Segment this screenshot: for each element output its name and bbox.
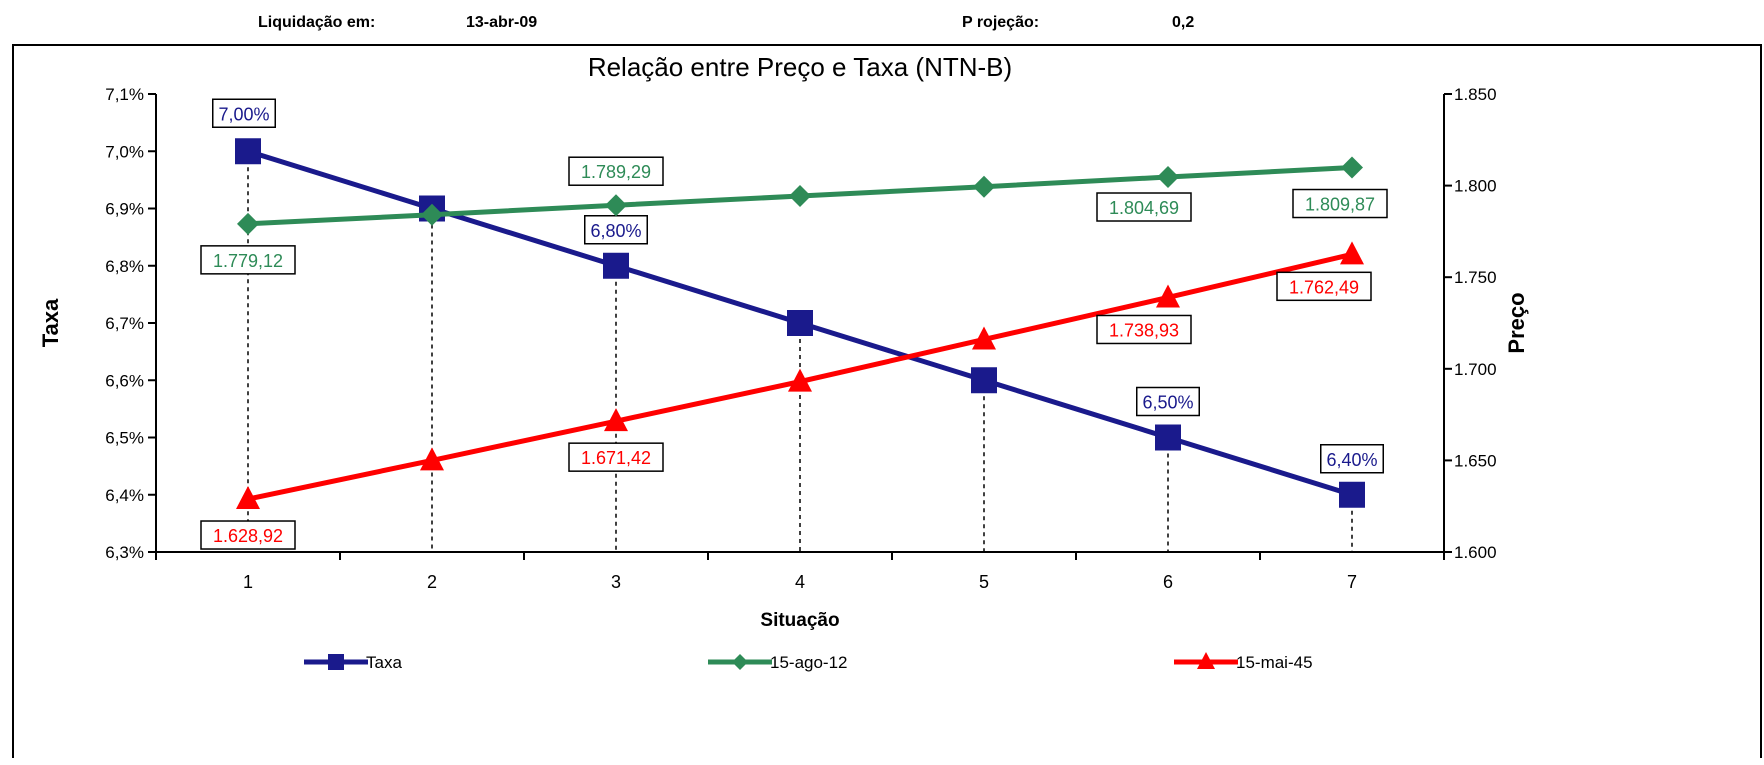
y-tick-label-right: 1.850 — [1454, 85, 1497, 104]
y-tick-label-left: 6,6% — [105, 371, 144, 390]
data-label-box — [1136, 386, 1200, 417]
chart-title: Relação entre Preço e Taxa (NTN-B) — [588, 52, 1012, 82]
projection-value: 0,2 — [1172, 14, 1195, 31]
data-label-box — [1276, 271, 1372, 302]
data-label: 1.762,49 — [1289, 277, 1359, 297]
x-tick-label: 3 — [611, 572, 621, 592]
series-point — [972, 326, 996, 350]
data-label: 6,80% — [590, 221, 641, 241]
y-tick-label-left: 7,0% — [105, 142, 144, 161]
series-point — [1340, 241, 1364, 265]
data-label: 1.809,87 — [1305, 195, 1375, 215]
data-label: 6,50% — [1142, 393, 1193, 413]
data-label-box — [568, 156, 664, 186]
series-point — [1155, 424, 1181, 451]
data-label: 1.789,29 — [581, 162, 651, 182]
y-tick-label-right: 1.700 — [1454, 360, 1497, 379]
legend-marker — [1197, 652, 1215, 669]
y-tick-label-left: 6,4% — [105, 486, 144, 505]
legend-label: 15-mai-45 — [1236, 653, 1313, 672]
series-point — [237, 212, 259, 235]
y-tick-label-right: 1.650 — [1454, 451, 1497, 470]
settlement-date: 13-abr-09 — [466, 14, 538, 31]
data-label-box — [200, 245, 296, 275]
data-label: 1.738,93 — [1109, 320, 1179, 340]
x-tick-label: 6 — [1163, 572, 1173, 592]
series-point — [420, 447, 444, 471]
y-tick-label-left: 6,9% — [105, 200, 144, 219]
x-tick-label: 1 — [243, 572, 253, 592]
x-tick-label: 7 — [1347, 572, 1357, 592]
series-point — [603, 252, 629, 279]
series-point — [235, 138, 261, 165]
series-point — [604, 408, 628, 432]
series-point — [1157, 166, 1179, 189]
data-label: 1.671,42 — [581, 448, 651, 468]
series-point — [973, 175, 995, 198]
x-tick-label: 5 — [979, 572, 989, 592]
data-label-box — [1096, 314, 1192, 345]
data-label-box — [1096, 192, 1192, 222]
y-tick-label-right: 1.600 — [1454, 543, 1497, 562]
data-label: 1.628,92 — [213, 526, 283, 546]
x-tick-label: 2 — [427, 572, 437, 592]
data-label: 1.779,12 — [213, 251, 283, 271]
y-tick-label-left: 6,5% — [105, 429, 144, 448]
y-tick-label-right: 1.800 — [1454, 177, 1497, 196]
y-tick-label-left: 7,1% — [105, 85, 144, 104]
legend-label: Taxa — [366, 653, 402, 672]
data-label: 7,00% — [218, 104, 269, 124]
legend-label: 15-ago-12 — [770, 653, 848, 672]
x-tick-label: 4 — [795, 572, 805, 592]
y-tick-label-left: 6,3% — [105, 543, 144, 562]
legend-marker — [328, 654, 344, 670]
series-point — [236, 486, 260, 510]
y-axis-title-right: Preço — [1504, 292, 1529, 353]
data-label: 1.804,69 — [1109, 198, 1179, 218]
series-point — [421, 203, 443, 226]
y-tick-label-right: 1.750 — [1454, 268, 1497, 287]
y-tick-label-left: 6,7% — [105, 314, 144, 333]
series-point — [1341, 156, 1363, 179]
y-tick-label-left: 6,8% — [105, 257, 144, 276]
series-point — [605, 194, 627, 217]
chart-frame: Relação entre Preço e Taxa (NTN-B) 7,1% 7,… — [12, 44, 1762, 758]
y-axis-title-left: Taxa — [38, 298, 63, 347]
data-label-box — [212, 98, 276, 128]
data-label: 6,40% — [1326, 450, 1377, 470]
series-point — [787, 310, 813, 336]
series-point — [788, 368, 812, 392]
data-label-box — [1292, 188, 1388, 219]
price-rate-chart: Relação entre Preço e Taxa (NTN-B) 7,1% 7,… — [38, 52, 1529, 672]
legend-marker — [732, 654, 748, 670]
data-label-box — [200, 520, 296, 550]
data-label-box — [1320, 444, 1384, 474]
series-point — [1339, 481, 1365, 508]
x-axis-title: Situação — [760, 610, 839, 631]
series-point — [789, 185, 811, 208]
projection-label: P rojeção: — [962, 14, 1040, 31]
data-label-box — [568, 442, 664, 472]
series-point — [1156, 284, 1180, 308]
series-point — [971, 367, 997, 394]
settlement-label: Liquidação em: — [258, 14, 376, 31]
